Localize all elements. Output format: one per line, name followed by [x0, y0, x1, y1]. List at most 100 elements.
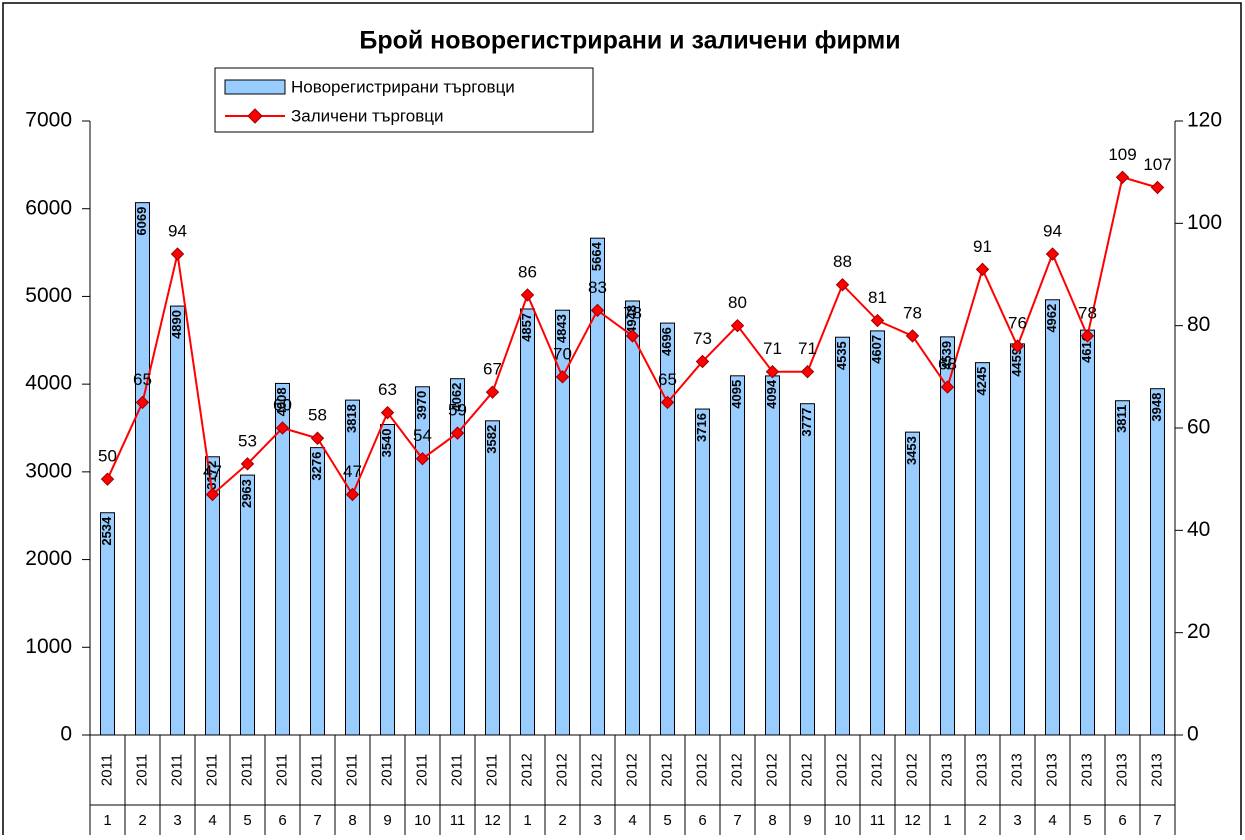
bar-value-label: 4095 [729, 380, 744, 409]
line-marker [345, 487, 360, 502]
x-year-label: 2012 [588, 753, 605, 786]
bar-value-label: 4948 [624, 305, 639, 334]
bar-value-label: 4843 [554, 314, 569, 343]
bar [135, 202, 150, 736]
line-marker [1010, 339, 1025, 353]
line-value-label: 71 [798, 339, 817, 358]
bar-value-label: 3453 [904, 436, 919, 465]
line-marker [450, 426, 465, 440]
line-marker [1150, 180, 1165, 195]
line-value-label: 76 [1008, 314, 1027, 333]
x-year-label: 2012 [693, 753, 710, 786]
x-tick-label: 11 [870, 812, 886, 829]
x-year-label: 2012 [518, 753, 535, 786]
bar [240, 474, 255, 736]
line-value-label: 70 [553, 344, 572, 363]
y2-tick-label: 60 [1187, 416, 1210, 439]
line-value-label: 80 [728, 293, 747, 312]
line-marker [765, 365, 780, 379]
bar [100, 512, 115, 736]
line-value-label: 86 [518, 262, 537, 281]
y-tick-label: 6000 [25, 196, 72, 219]
x-year-label: 2012 [553, 753, 570, 786]
bar [660, 322, 675, 736]
x-year-label: 2011 [413, 754, 430, 786]
legend-box [214, 67, 594, 133]
bar-value-label: 4616 [1079, 334, 1094, 363]
bar-value-label: 4857 [519, 313, 534, 342]
bar-value-label: 4459 [1009, 348, 1024, 377]
x-tick-label: 5 [663, 812, 671, 829]
line-marker [275, 421, 290, 435]
x-tick-label: 10 [834, 812, 851, 829]
line-value-label: 83 [588, 278, 607, 297]
x-year-label: 2011 [238, 754, 255, 786]
line-marker [205, 487, 220, 502]
bar-value-label: 3970 [414, 391, 429, 420]
line-value-label: 78 [903, 303, 922, 322]
x-year-label: 2012 [763, 753, 780, 786]
bar [345, 399, 360, 736]
x-year-label: 2011 [168, 754, 185, 786]
x-tick-label: 3 [173, 812, 181, 829]
bar-value-label: 4008 [274, 387, 289, 416]
line-marker [905, 329, 920, 343]
line-value-label: 78 [623, 303, 642, 322]
y2-tick-label: 100 [1187, 211, 1222, 234]
x-tick-label: 5 [243, 812, 251, 829]
x-year-label: 2013 [973, 753, 990, 786]
bar [310, 447, 325, 736]
line-marker [835, 278, 850, 292]
x-year-label: 2012 [623, 753, 640, 786]
y2-tick-label: 0 [1187, 723, 1199, 746]
x-year-label: 2012 [903, 753, 920, 786]
line-marker [310, 431, 325, 445]
bar [975, 362, 990, 736]
line-value-label: 109 [1108, 145, 1136, 164]
bar [835, 336, 850, 736]
bar [625, 300, 640, 736]
bar-value-label: 4962 [1044, 304, 1059, 333]
line-value-label: 88 [833, 252, 852, 271]
bar [1045, 299, 1060, 736]
line-value-label: 59 [448, 401, 467, 420]
bar-value-label: 6069 [134, 207, 149, 236]
x-tick-label: 2 [558, 812, 566, 829]
bar [485, 420, 500, 736]
x-year-label: 2013 [938, 753, 955, 786]
line-marker [555, 370, 570, 384]
bar-value-label: 4890 [169, 310, 184, 339]
y-tick-label: 5000 [25, 284, 72, 307]
line-marker [520, 288, 535, 302]
x-year-label: 2011 [343, 754, 360, 786]
x-tick-label: 6 [698, 812, 706, 829]
bar [765, 375, 780, 736]
x-year-label: 2013 [1043, 753, 1060, 786]
x-year-label: 2013 [1078, 753, 1095, 786]
line-marker [485, 385, 500, 399]
x-tick-label: 12 [484, 812, 501, 829]
x-year-label: 2011 [203, 754, 220, 786]
y2-tick-label: 40 [1187, 518, 1210, 541]
bar [1115, 400, 1130, 736]
bar [520, 308, 535, 736]
line-value-label: 78 [1078, 303, 1097, 322]
chart-title: Брой новорегистрирани и заличени фирми [359, 27, 900, 55]
line-marker [730, 318, 745, 333]
x-year-label: 2011 [133, 754, 150, 786]
y2-tick-label: 120 [1187, 109, 1222, 132]
bar-value-label: 2963 [239, 479, 254, 508]
x-year-label: 2012 [833, 753, 850, 786]
legend-label: Новорегистрирани търговци [291, 77, 515, 96]
bar-value-label: 3777 [799, 408, 814, 437]
bar [170, 305, 185, 736]
x-tick-label: 1 [103, 812, 111, 829]
line-value-label: 91 [973, 237, 992, 256]
x-year-label: 2011 [308, 754, 325, 786]
x-year-label: 2013 [1113, 753, 1130, 786]
x-tick-label: 1 [943, 812, 951, 829]
bar-value-label: 4535 [834, 341, 849, 370]
bar [905, 431, 920, 736]
line-value-label: 67 [483, 360, 502, 379]
y-tick-label: 0 [60, 723, 72, 746]
